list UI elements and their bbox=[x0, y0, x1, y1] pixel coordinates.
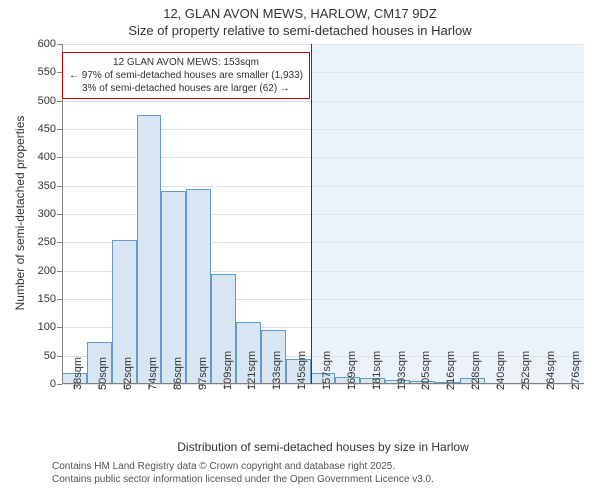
x-axis-title: Distribution of semi-detached houses by … bbox=[62, 440, 584, 454]
y-tick-label: 450 bbox=[38, 123, 56, 135]
chart-title-line1: 12, GLAN AVON MEWS, HARLOW, CM17 9DZ bbox=[0, 6, 600, 23]
y-axis-title: Number of semi-detached properties bbox=[13, 113, 27, 313]
plot-area: 05010015020025030035040045050055060038sq… bbox=[62, 44, 584, 384]
marker-shade bbox=[311, 44, 584, 384]
x-tick-label: 216sqm bbox=[445, 351, 457, 390]
y-tick-label: 300 bbox=[38, 208, 56, 220]
x-tick-label: 264sqm bbox=[545, 351, 557, 390]
histogram-bar bbox=[137, 115, 162, 384]
x-tick-label: 86sqm bbox=[172, 357, 184, 390]
chart-title: 12, GLAN AVON MEWS, HARLOW, CM17 9DZ Siz… bbox=[0, 0, 600, 40]
x-tick-label: 50sqm bbox=[97, 357, 109, 390]
x-tick-label: 193sqm bbox=[396, 351, 408, 390]
y-tick-label: 200 bbox=[38, 265, 56, 277]
x-tick-label: 121sqm bbox=[246, 351, 258, 390]
y-tick-label: 550 bbox=[38, 66, 56, 78]
marker-line bbox=[311, 44, 312, 384]
y-tick-label: 150 bbox=[38, 293, 56, 305]
y-tick-label: 600 bbox=[38, 38, 56, 50]
y-tick-label: 250 bbox=[38, 236, 56, 248]
footer-line1: Contains HM Land Registry data © Crown c… bbox=[52, 460, 434, 473]
y-tick-label: 100 bbox=[38, 321, 56, 333]
annotation-box: 12 GLAN AVON MEWS: 153sqm← 97% of semi-d… bbox=[62, 52, 310, 99]
annotation-line2: ← 97% of semi-detached houses are smalle… bbox=[69, 69, 303, 82]
footer-line2: Contains public sector information licen… bbox=[52, 473, 434, 486]
y-tick-label: 50 bbox=[44, 350, 56, 362]
x-tick-label: 157sqm bbox=[321, 351, 333, 390]
x-tick-label: 109sqm bbox=[222, 351, 234, 390]
x-tick-label: 97sqm bbox=[197, 357, 209, 390]
chart-title-line2: Size of property relative to semi-detach… bbox=[0, 23, 600, 40]
x-tick-label: 133sqm bbox=[271, 351, 283, 390]
x-axis-line bbox=[62, 383, 584, 384]
y-tick-label: 0 bbox=[50, 378, 56, 390]
x-tick-label: 145sqm bbox=[296, 351, 308, 390]
footer-note: Contains HM Land Registry data © Crown c… bbox=[52, 460, 434, 486]
x-tick-label: 252sqm bbox=[520, 351, 532, 390]
y-tick-label: 500 bbox=[38, 95, 56, 107]
x-tick-label: 181sqm bbox=[371, 351, 383, 390]
annotation-line3: 3% of semi-detached houses are larger (6… bbox=[69, 82, 303, 95]
histogram-bar bbox=[186, 189, 211, 385]
x-tick-label: 276sqm bbox=[570, 351, 582, 390]
y-tick-label: 400 bbox=[38, 151, 56, 163]
x-tick-label: 205sqm bbox=[420, 351, 432, 390]
y-tick-label: 350 bbox=[38, 180, 56, 192]
histogram-bar bbox=[161, 191, 186, 384]
y-tick bbox=[57, 384, 62, 385]
x-tick-label: 240sqm bbox=[495, 351, 507, 390]
x-tick-label: 62sqm bbox=[122, 357, 134, 390]
annotation-line1: 12 GLAN AVON MEWS: 153sqm bbox=[69, 56, 303, 69]
x-tick-label: 169sqm bbox=[346, 351, 358, 390]
x-tick-label: 74sqm bbox=[147, 357, 159, 390]
x-tick-label: 228sqm bbox=[470, 351, 482, 390]
x-tick-label: 38sqm bbox=[72, 357, 84, 390]
